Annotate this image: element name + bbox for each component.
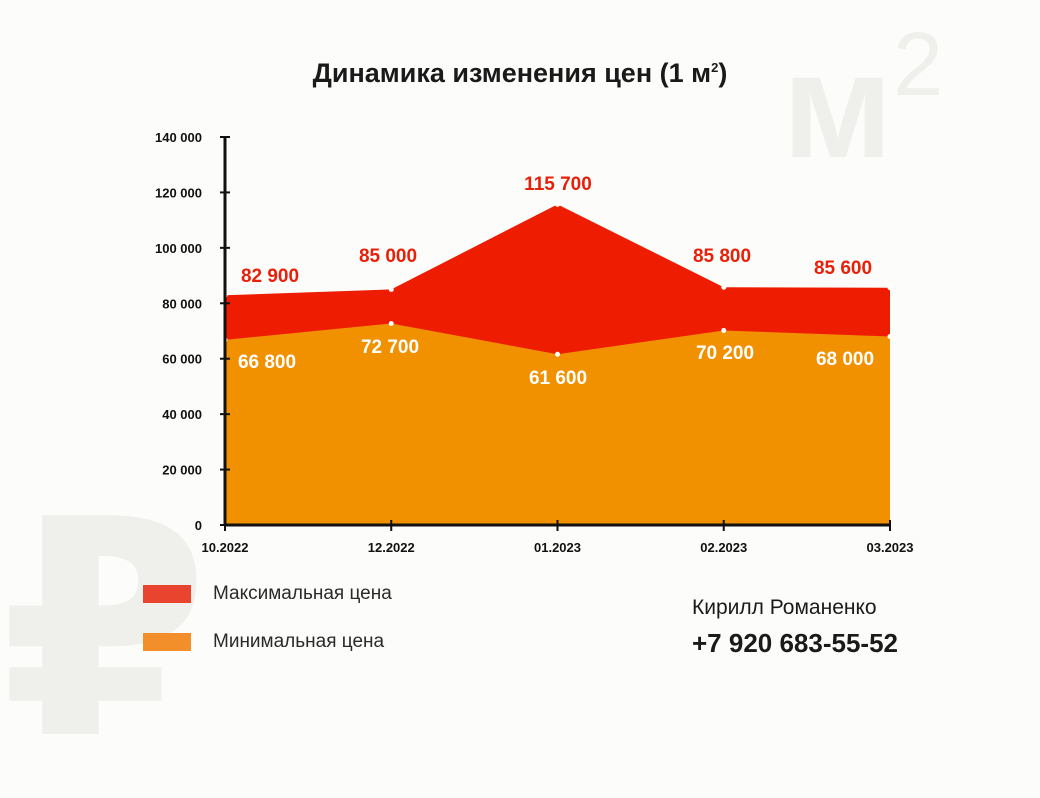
legend-swatch-min	[143, 633, 191, 651]
contact-name: Кирилл Романенко	[692, 596, 877, 619]
contact-block: Кирилл Романенко +7 920 683-55-52	[692, 596, 898, 659]
legend-label-max: Максимальная цена	[213, 583, 392, 604]
price-area-chart: 0 20 000 40 000 60 000 80 000 100 000 120 000 1…	[155, 130, 914, 555]
point-max-3	[721, 284, 727, 290]
m2-watermark: м2	[782, 15, 944, 189]
data-label-max-0: 82 900	[241, 266, 299, 287]
point-max-4	[887, 285, 893, 291]
data-label-min-2: 61 600	[529, 368, 587, 389]
legend-swatch-max	[143, 585, 191, 603]
data-label-min-1: 72 700	[361, 337, 419, 358]
data-label-max-1: 85 000	[359, 246, 417, 267]
data-label-max-4: 85 600	[814, 258, 872, 279]
point-max-2	[555, 201, 560, 207]
y-tick-label-4: 80 000	[162, 296, 202, 311]
data-label-min-0: 66 800	[238, 352, 296, 373]
point-min-3	[721, 327, 727, 333]
x-tick-label-1: 12.2022	[368, 540, 415, 555]
legend-label-min: Минимальная цена	[213, 631, 385, 652]
y-tick-label-1: 20 000	[162, 463, 202, 478]
legend-item-min: Минимальная цена	[143, 630, 392, 654]
y-tick-label-7: 140 000	[155, 130, 202, 145]
point-min-1	[388, 321, 394, 327]
data-label-max-3: 85 800	[693, 246, 751, 267]
chart-title: Динамика изменения цен (1 м2)	[312, 58, 728, 88]
y-tick-label-6: 120 000	[155, 185, 202, 200]
x-tick-label-3: 02.2023	[700, 540, 747, 555]
series-area-min-price	[225, 323, 890, 525]
y-tick-label-0: 0	[195, 518, 202, 533]
y-tick-label-2: 40 000	[162, 407, 202, 422]
point-min-4	[887, 334, 893, 340]
data-label-max-2: 115 700	[524, 174, 592, 195]
x-tick-label-4: 03.2023	[867, 540, 914, 555]
y-tick-label-3: 60 000	[162, 352, 202, 367]
y-tick-label-5: 100 000	[155, 241, 202, 256]
data-label-min-4: 68 000	[816, 349, 874, 370]
contact-phone: +7 920 683-55-52	[692, 628, 899, 658]
chart-legend: Максимальная цена Минимальная цена	[143, 582, 392, 678]
x-tick-label-2: 01.2023	[534, 540, 581, 555]
x-tick-label-0: 10.2022	[202, 540, 249, 555]
data-label-min-3: 70 200	[696, 343, 754, 364]
point-min-2	[555, 351, 560, 357]
point-max-1	[388, 286, 394, 292]
legend-item-max: Максимальная цена	[143, 582, 392, 606]
